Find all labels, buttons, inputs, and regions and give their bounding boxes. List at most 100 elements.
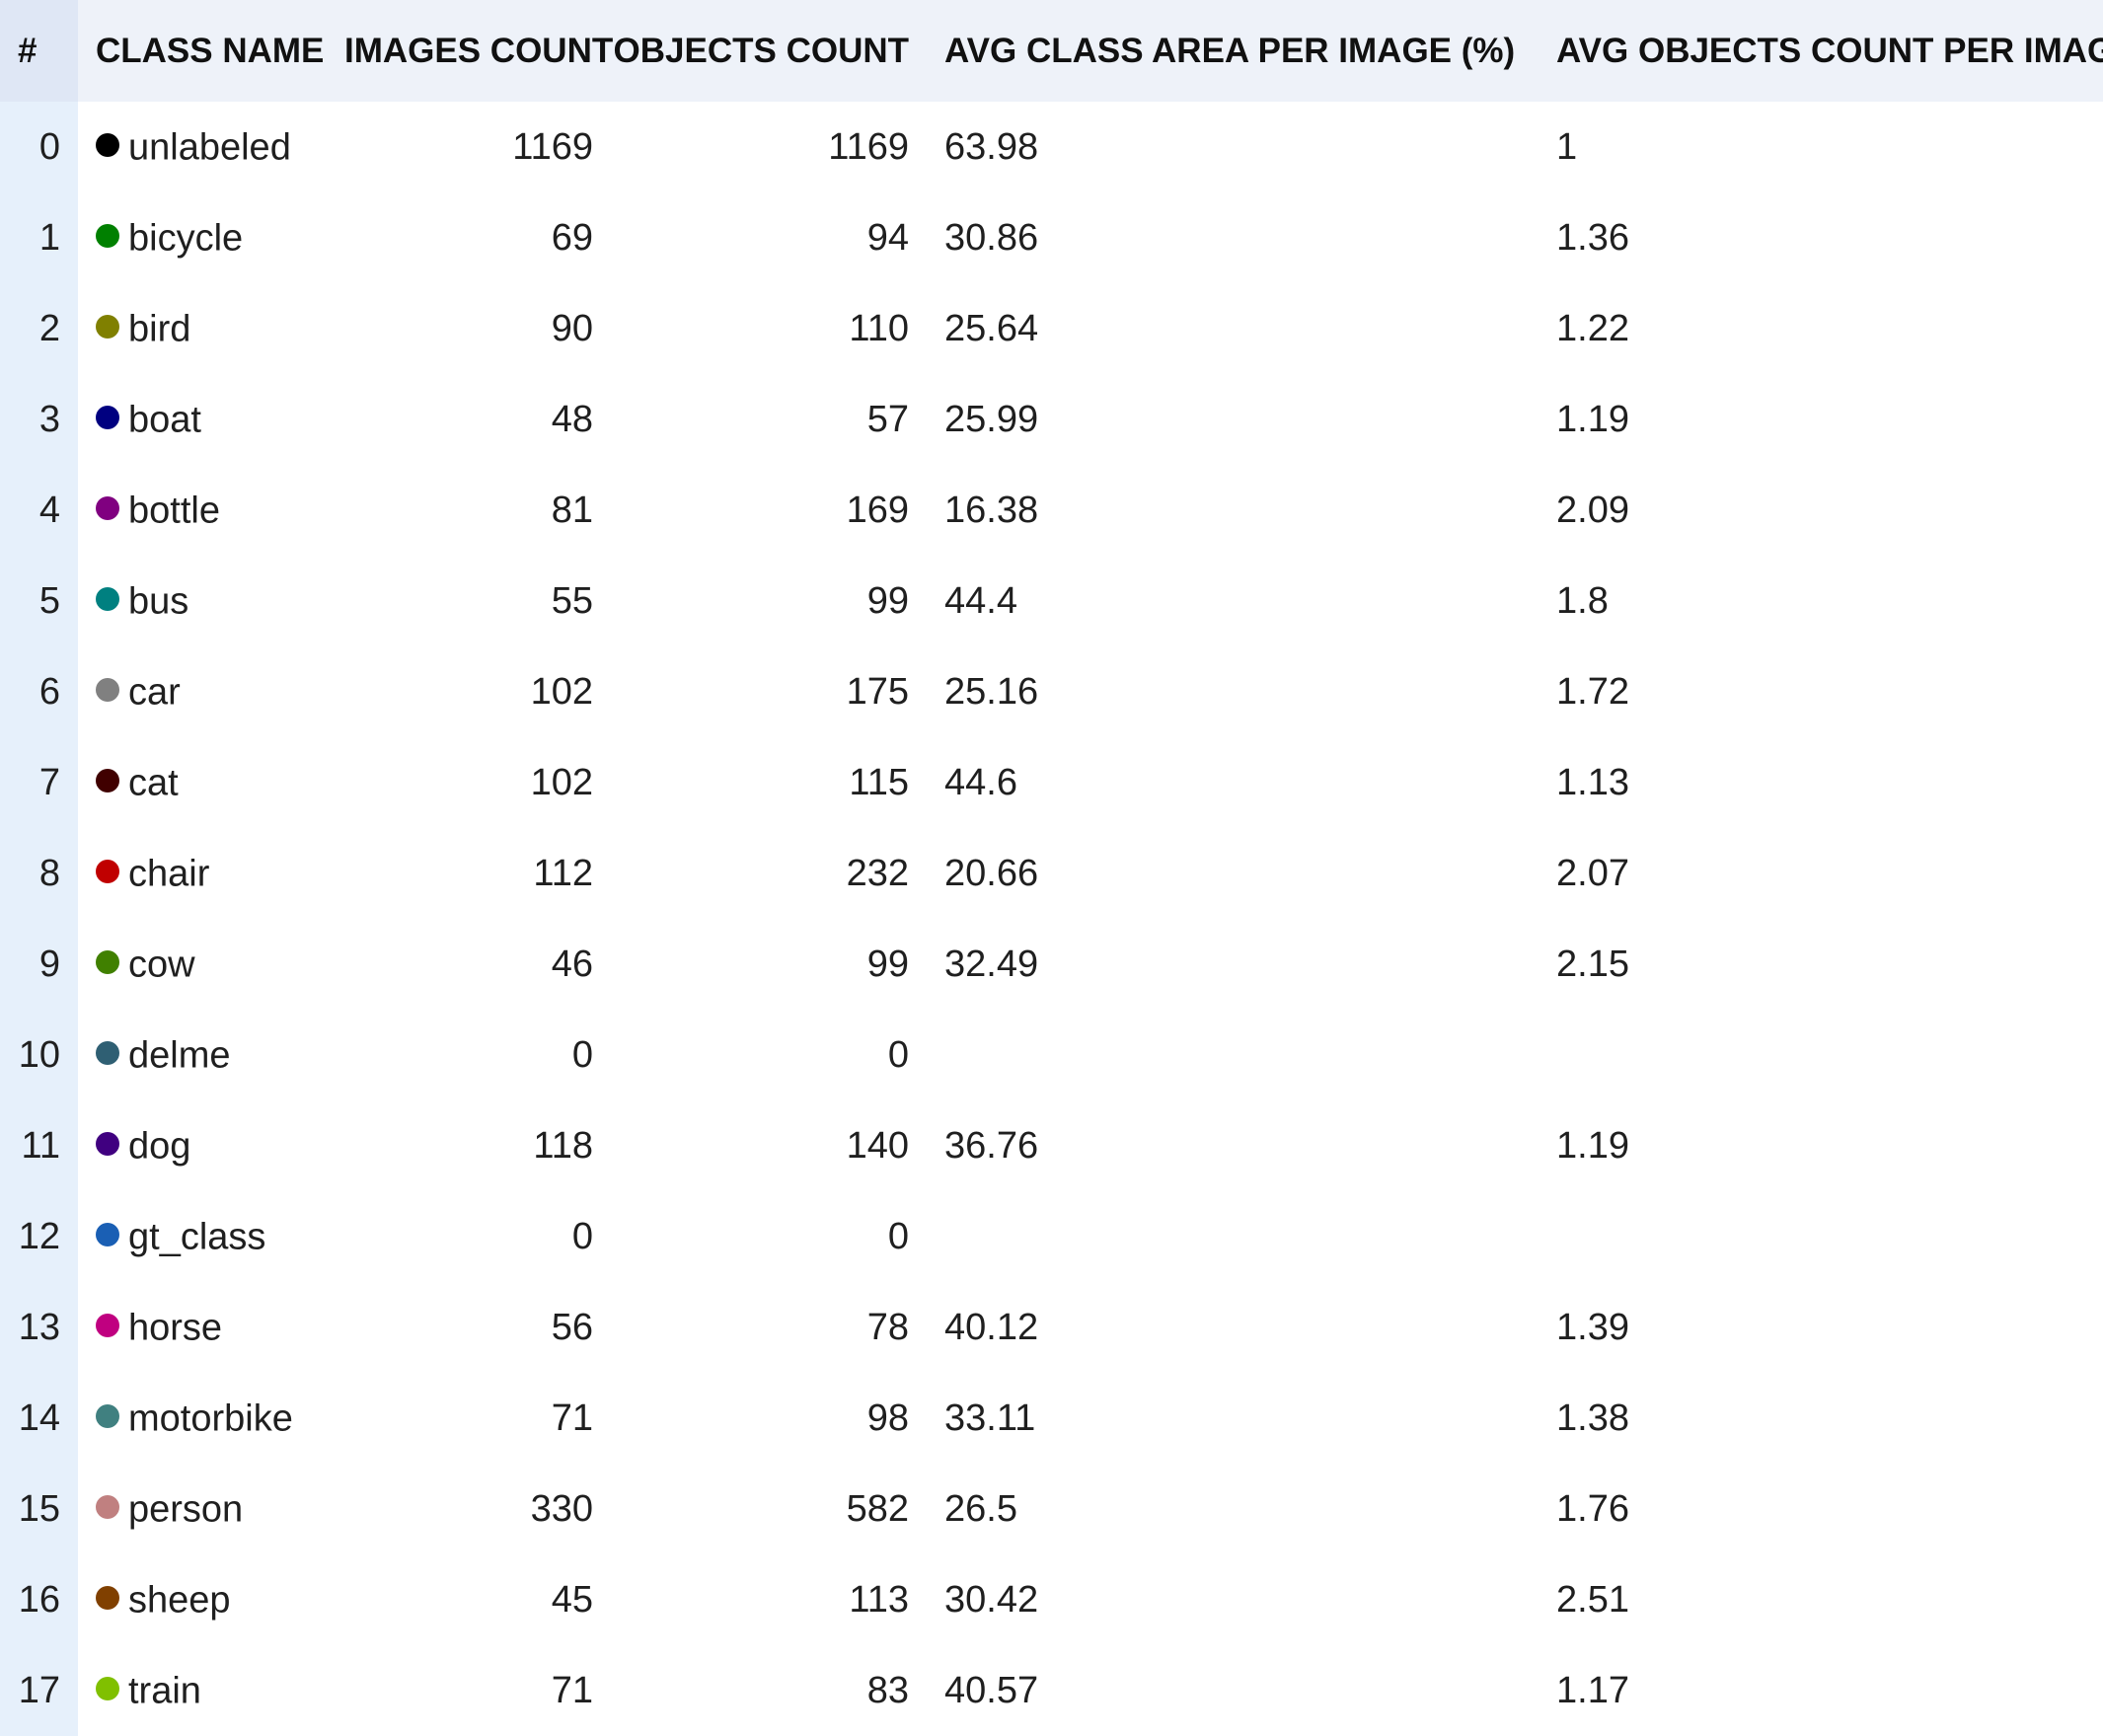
- table-row[interactable]: 6 car 102 175 25.16 1.72: [0, 646, 2103, 737]
- avg-class-area-cell: 25.99: [944, 398, 1039, 440]
- class-color-dot-icon: [96, 1676, 119, 1700]
- class-name-cell: gt_class: [78, 1191, 344, 1282]
- images-count-cell: 112: [533, 852, 593, 894]
- avg-objects-count-cell: 1.39: [1556, 1306, 1629, 1348]
- row-index: 10: [0, 1010, 78, 1100]
- class-name-cell: cat: [78, 737, 344, 828]
- class-name-cell: boat: [78, 374, 344, 465]
- class-color-dot-icon: [96, 768, 119, 793]
- avg-class-area-cell: 33.11: [944, 1396, 1036, 1439]
- column-header-objects-count[interactable]: OBJECTS COUNT: [613, 31, 909, 70]
- class-color-dot-icon: [96, 1131, 119, 1156]
- column-header-avg-class-area[interactable]: AVG CLASS AREA PER IMAGE (%): [944, 31, 1516, 70]
- class-name-label: chair: [128, 853, 210, 895]
- avg-objects-count-cell: 1.36: [1556, 216, 1629, 259]
- column-header-avg-objects-count[interactable]: AVG OBJECTS COUNT PER IMAGE: [1556, 31, 2103, 70]
- table-row[interactable]: 11 dog 118 140 36.76 1.19: [0, 1100, 2103, 1191]
- class-name-cell: person: [78, 1464, 344, 1554]
- objects-count-cell: 98: [866, 1396, 909, 1439]
- class-color-dot-icon: [96, 314, 119, 339]
- images-count-cell: 71: [551, 1396, 593, 1439]
- table-row[interactable]: 13 horse 56 78 40.12 1.39: [0, 1282, 2103, 1373]
- avg-class-area-cell: 36.76: [944, 1124, 1039, 1167]
- images-count-cell: 81: [551, 489, 593, 531]
- avg-objects-count-cell: [1539, 1191, 2103, 1282]
- avg-objects-count-cell: 2.09: [1556, 489, 1629, 531]
- avg-objects-count-cell: 1.8: [1556, 579, 1609, 622]
- class-name-cell: bird: [78, 283, 344, 374]
- column-header-class-name[interactable]: CLASS NAME: [96, 31, 325, 70]
- objects-count-cell: 113: [849, 1578, 909, 1621]
- row-index: 6: [0, 646, 78, 737]
- class-name-cell: bus: [78, 556, 344, 646]
- avg-objects-count-cell: 1.13: [1556, 761, 1629, 803]
- avg-objects-count-cell: 1.17: [1556, 1669, 1629, 1711]
- avg-objects-count-cell: 1.72: [1556, 670, 1629, 713]
- class-name-label: unlabeled: [128, 126, 291, 169]
- objects-count-cell: 99: [866, 943, 909, 985]
- table-row[interactable]: 2 bird 90 110 25.64 1.22: [0, 283, 2103, 374]
- table-row[interactable]: 8 chair 112 232 20.66 2.07: [0, 828, 2103, 919]
- row-index: 11: [0, 1100, 78, 1191]
- images-count-cell: 71: [551, 1669, 593, 1711]
- row-index: 9: [0, 919, 78, 1010]
- class-name-label: car: [128, 671, 181, 714]
- class-name-label: person: [128, 1488, 244, 1531]
- images-count-cell: 56: [551, 1306, 593, 1348]
- table-row[interactable]: 17 train 71 83 40.57 1.17: [0, 1645, 2103, 1736]
- objects-count-cell: 0: [887, 1033, 909, 1076]
- table-row[interactable]: 7 cat 102 115 44.6 1.13: [0, 737, 2103, 828]
- objects-count-cell: 115: [849, 761, 909, 803]
- images-count-cell: 102: [530, 761, 593, 803]
- column-header-index[interactable]: #: [0, 0, 78, 102]
- class-color-dot-icon: [96, 1222, 119, 1246]
- objects-count-cell: 57: [866, 398, 909, 440]
- images-count-cell: 69: [551, 216, 593, 259]
- images-count-cell: 330: [530, 1487, 593, 1530]
- table-row[interactable]: 9 cow 46 99 32.49 2.15: [0, 919, 2103, 1010]
- row-index: 0: [0, 102, 78, 192]
- table-row[interactable]: 3 boat 48 57 25.99 1.19: [0, 374, 2103, 465]
- class-color-dot-icon: [96, 1040, 119, 1065]
- class-color-dot-icon: [96, 949, 119, 974]
- table-row[interactable]: 15 person 330 582 26.5 1.76: [0, 1464, 2103, 1554]
- avg-class-area-cell: 25.16: [944, 670, 1039, 713]
- row-index: 17: [0, 1645, 78, 1736]
- column-header-images-count[interactable]: IMAGES COUNT: [344, 31, 614, 70]
- table-row[interactable]: 10 delme 0 0: [0, 1010, 2103, 1100]
- objects-count-cell: 83: [866, 1669, 909, 1711]
- class-color-dot-icon: [96, 1585, 119, 1610]
- avg-class-area-cell: 40.12: [944, 1306, 1039, 1348]
- avg-class-area-cell: [927, 1191, 1539, 1282]
- objects-count-cell: 99: [866, 579, 909, 622]
- images-count-cell: 48: [551, 398, 593, 440]
- row-index: 16: [0, 1554, 78, 1645]
- avg-class-area-cell: 32.49: [944, 943, 1039, 985]
- class-color-dot-icon: [96, 132, 119, 157]
- objects-count-cell: 78: [866, 1306, 909, 1348]
- row-index: 13: [0, 1282, 78, 1373]
- avg-objects-count-cell: [1539, 1010, 2103, 1100]
- header-row: # CLASS NAME IMAGES COUNT OBJECTS COUNT …: [0, 0, 2103, 102]
- row-index: 5: [0, 556, 78, 646]
- class-name-cell: bicycle: [78, 192, 344, 283]
- class-name-label: bus: [128, 580, 189, 623]
- table-row[interactable]: 16 sheep 45 113 30.42 2.51: [0, 1554, 2103, 1645]
- class-color-dot-icon: [96, 223, 119, 248]
- table-row[interactable]: 4 bottle 81 169 16.38 2.09: [0, 465, 2103, 556]
- objects-count-cell: 169: [846, 489, 909, 531]
- objects-count-cell: 232: [846, 852, 909, 894]
- row-index: 3: [0, 374, 78, 465]
- row-index: 4: [0, 465, 78, 556]
- table-row[interactable]: 0 unlabeled 1169 1169 63.98 1: [0, 102, 2103, 192]
- row-index: 15: [0, 1464, 78, 1554]
- table-row[interactable]: 1 bicycle 69 94 30.86 1.36: [0, 192, 2103, 283]
- table-row[interactable]: 5 bus 55 99 44.4 1.8: [0, 556, 2103, 646]
- avg-class-area-cell: 63.98: [944, 125, 1039, 168]
- table-row[interactable]: 12 gt_class 0 0: [0, 1191, 2103, 1282]
- avg-objects-count-cell: 1.76: [1556, 1487, 1629, 1530]
- class-name-label: motorbike: [128, 1397, 293, 1440]
- table-row[interactable]: 14 motorbike 71 98 33.11 1.38: [0, 1373, 2103, 1464]
